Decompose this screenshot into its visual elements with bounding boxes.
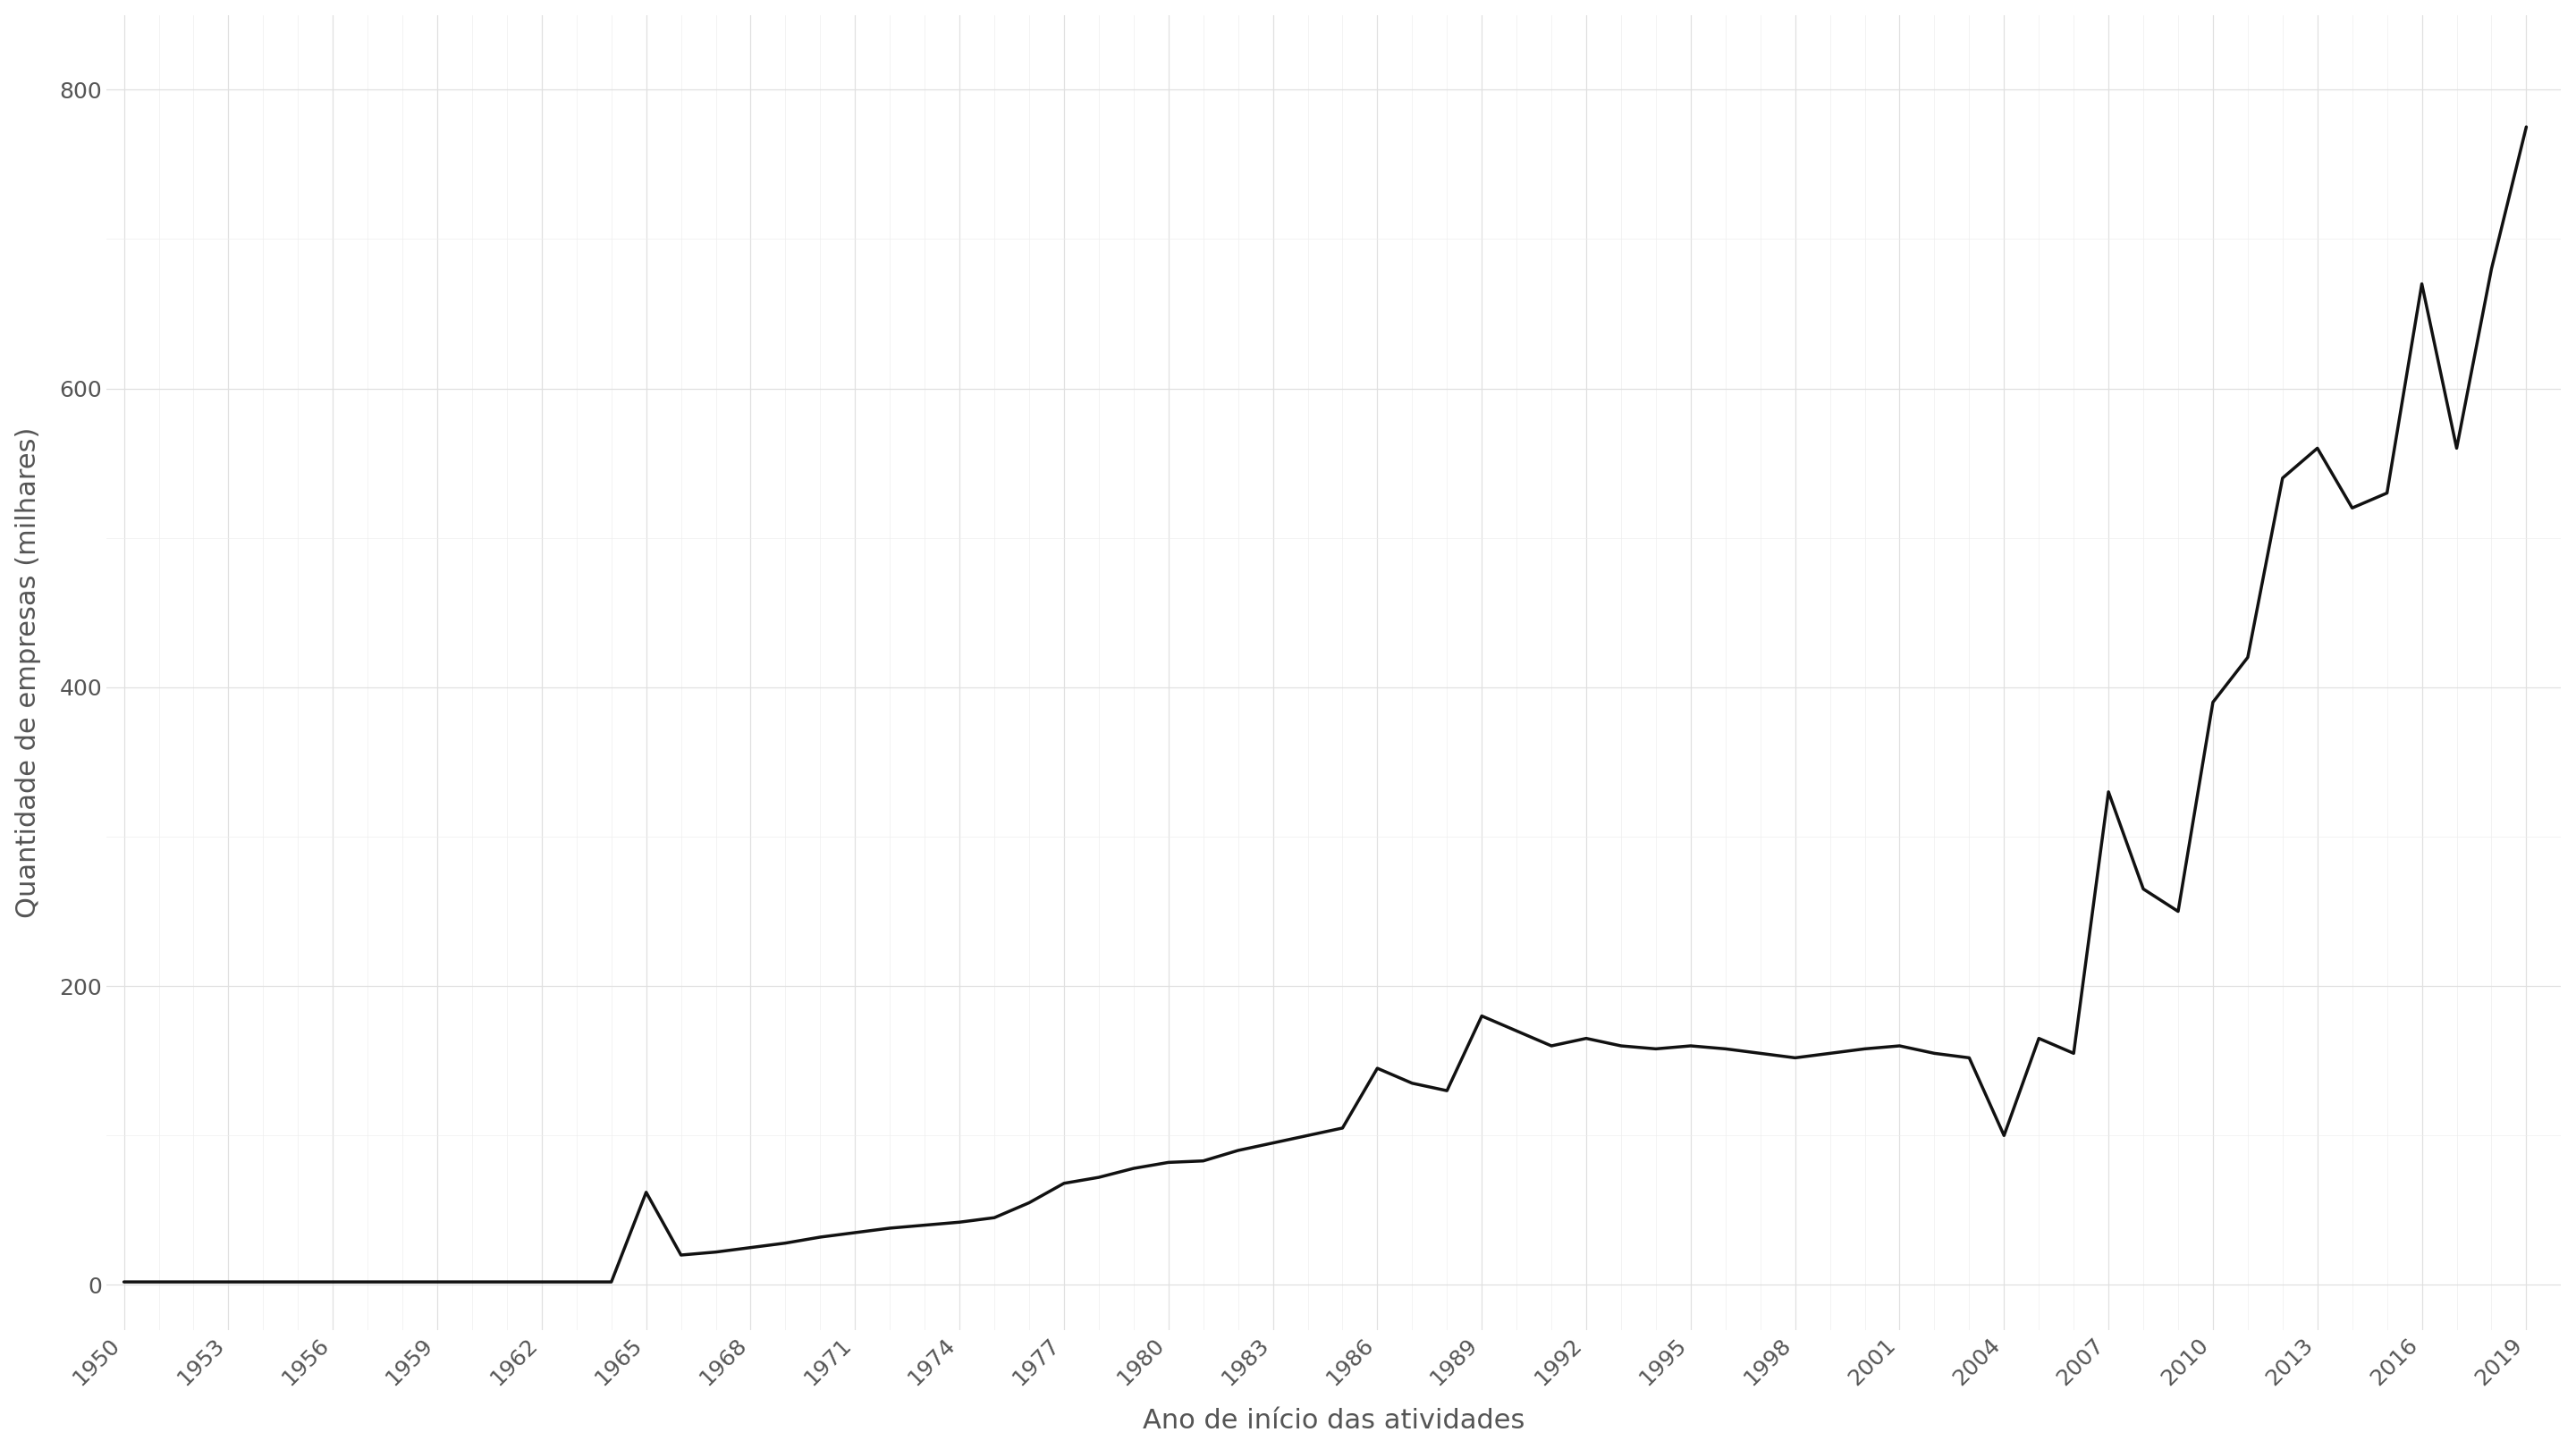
Y-axis label: Quantidade de empresas (milhares): Quantidade de empresas (milhares)	[15, 427, 41, 917]
X-axis label: Ano de início das atividades: Ano de início das atividades	[1144, 1408, 1525, 1435]
